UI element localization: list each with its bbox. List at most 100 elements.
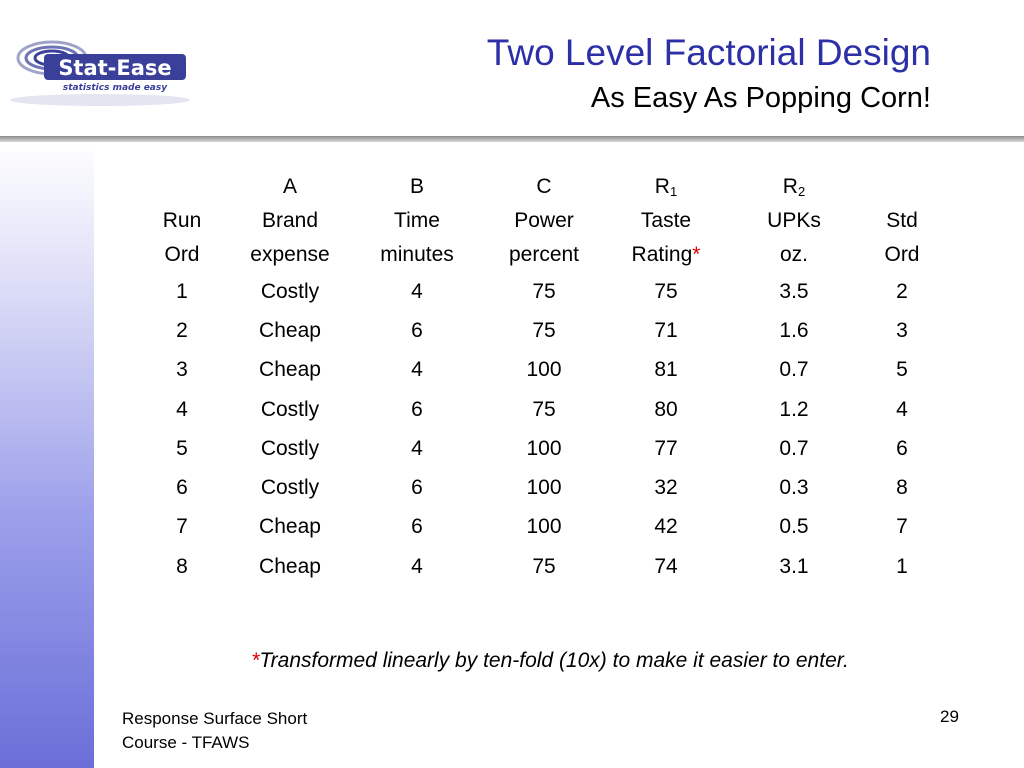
table-cell: 74 bbox=[654, 554, 678, 578]
table-cell: 3.5 bbox=[779, 279, 809, 303]
table-row: 6 Costly 6 100 32 0.3 8 bbox=[142, 468, 936, 507]
footnote: *Transformed linearly by ten-fold (10x) … bbox=[0, 649, 1024, 673]
table-cell: 100 bbox=[526, 515, 562, 539]
header-cell: Taste bbox=[640, 209, 692, 232]
sidebar-gradient bbox=[0, 142, 94, 768]
table-cell: Cheap bbox=[259, 358, 321, 382]
header-cell: expense bbox=[222, 238, 358, 272]
table-cell: 6 bbox=[411, 318, 423, 342]
table-cell: 1.2 bbox=[779, 397, 809, 421]
header-cell: UPKs bbox=[767, 209, 821, 232]
header-factor-label: A bbox=[282, 175, 297, 198]
table-row: 2 Cheap 6 75 71 1.6 3 bbox=[142, 311, 936, 350]
table-cell: Costly bbox=[260, 436, 320, 460]
table-cell: 3 bbox=[176, 358, 188, 382]
footer-line-2: Course - TFAWS bbox=[122, 733, 250, 752]
table-cell: 1 bbox=[176, 279, 188, 303]
header-factor-label: B bbox=[409, 175, 424, 198]
table-cell: 2 bbox=[176, 318, 188, 342]
header-unit-label: percent bbox=[508, 243, 580, 266]
table-cell: Cheap bbox=[259, 554, 321, 578]
table-cell: 75 bbox=[532, 397, 556, 421]
header-unit-label: Ord bbox=[164, 243, 200, 266]
stat-ease-logo: Stat-Ease statistics made easy bbox=[4, 34, 194, 110]
header-cell: minutes bbox=[358, 238, 476, 272]
table-cell: 0.3 bbox=[779, 476, 809, 500]
table-cell: 0.5 bbox=[779, 515, 809, 539]
table-cell: 6 bbox=[411, 476, 423, 500]
table-cell: 5 bbox=[176, 436, 188, 460]
header-cell: percent bbox=[476, 238, 612, 272]
header-cell: Run bbox=[162, 209, 202, 232]
table-cell: Cheap bbox=[259, 515, 321, 539]
footnote-text: Transformed linearly by ten-fold (10x) t… bbox=[259, 649, 849, 672]
table-cell: 1.6 bbox=[779, 318, 809, 342]
table-row: 4 Costly 6 75 80 1.2 4 bbox=[142, 390, 936, 429]
header-factor-label: C bbox=[536, 175, 552, 198]
header-cell: A bbox=[222, 170, 358, 204]
table-cell: 6 bbox=[411, 515, 423, 539]
table-cell: 71 bbox=[654, 318, 678, 342]
table-cell: Cheap bbox=[259, 318, 321, 342]
header-unit-label: oz. bbox=[779, 243, 808, 266]
table-cell: 6 bbox=[176, 476, 188, 500]
table-cell: 4 bbox=[411, 554, 423, 578]
footer-line-1: Response Surface Short bbox=[122, 709, 308, 728]
header-row-unit: Ord expense minutes percent Rating* oz. Ord bbox=[142, 238, 936, 272]
table-cell: 6 bbox=[411, 397, 423, 421]
table-cell: 4 bbox=[896, 397, 908, 421]
header-unit-label: Rating bbox=[631, 243, 693, 266]
table-cell: 0.7 bbox=[779, 436, 809, 460]
header-cell: R2 bbox=[720, 170, 868, 204]
table-cell: 4 bbox=[411, 358, 423, 382]
header-cell bbox=[868, 170, 936, 204]
table-cell: 5 bbox=[896, 358, 908, 382]
table-row: 5 Costly 4 100 77 0.7 6 bbox=[142, 429, 936, 468]
footnote-asterisk: * bbox=[251, 649, 260, 672]
header-subscript: 2 bbox=[797, 184, 806, 199]
table-row: 7 Cheap 6 100 42 0.5 7 bbox=[142, 508, 936, 547]
header-factor-label: R bbox=[654, 175, 670, 198]
table-row: 3 Cheap 4 100 81 0.7 5 bbox=[142, 351, 936, 390]
table-cell: 80 bbox=[654, 397, 678, 421]
svg-text:Stat-Ease: Stat-Ease bbox=[58, 56, 171, 80]
header-unit-label: expense bbox=[250, 243, 330, 266]
table-cell: 75 bbox=[654, 279, 678, 303]
header-row-factor: A B C R1 R2 bbox=[142, 170, 936, 204]
footer-course: Response Surface Short Course - TFAWS bbox=[122, 707, 307, 755]
table-cell: 32 bbox=[654, 476, 678, 500]
table-cell: 0.7 bbox=[779, 358, 809, 382]
header-cell: Power bbox=[514, 209, 574, 232]
table-cell: Costly bbox=[260, 397, 320, 421]
header-cell: Ord bbox=[142, 238, 222, 272]
table-cell: 7 bbox=[896, 515, 908, 539]
rating-asterisk: * bbox=[692, 243, 701, 266]
header-subscript: 1 bbox=[669, 184, 678, 199]
header-unit-label: minutes bbox=[380, 243, 454, 266]
table-cell: Costly bbox=[260, 476, 320, 500]
table-cell: 75 bbox=[532, 279, 556, 303]
header-cell: Brand bbox=[261, 209, 319, 232]
table-cell: 81 bbox=[654, 358, 678, 382]
header-cell: Std bbox=[886, 209, 918, 232]
header-cell: B bbox=[358, 170, 476, 204]
header-factor-label: R bbox=[782, 175, 798, 198]
table-cell: 100 bbox=[526, 476, 562, 500]
header-cell: Ord bbox=[868, 238, 936, 272]
table-cell: 3 bbox=[896, 318, 908, 342]
table-cell: 100 bbox=[526, 436, 562, 460]
table-cell: 75 bbox=[532, 554, 556, 578]
header-cell: C bbox=[476, 170, 612, 204]
table-cell: 1 bbox=[896, 554, 908, 578]
table-cell: 3.1 bbox=[779, 554, 809, 578]
header-cell: Rating* bbox=[612, 238, 720, 272]
header-cell: oz. bbox=[720, 238, 868, 272]
table-cell: 8 bbox=[176, 554, 188, 578]
table-cell: 4 bbox=[411, 279, 423, 303]
table-cell: 100 bbox=[526, 358, 562, 382]
table-cell: 42 bbox=[654, 515, 678, 539]
header-unit-label: Ord bbox=[884, 243, 920, 266]
slide-title: Two Level Factorial Design bbox=[486, 32, 931, 73]
table-cell: 75 bbox=[532, 318, 556, 342]
table-cell: 77 bbox=[654, 436, 678, 460]
